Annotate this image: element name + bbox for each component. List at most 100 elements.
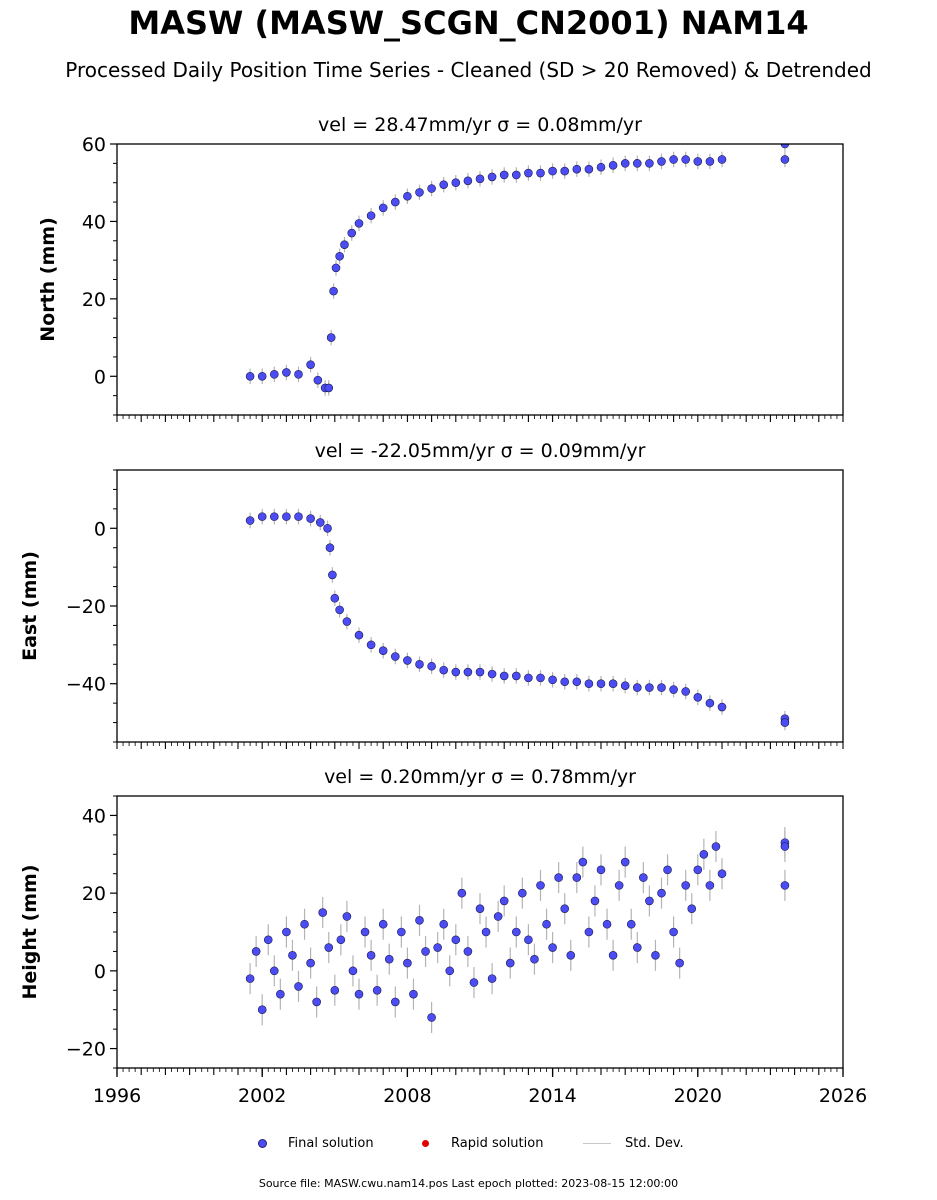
data-point xyxy=(294,370,303,379)
data-point xyxy=(276,989,285,999)
data-point xyxy=(560,166,570,176)
y-tick-label: −20 xyxy=(66,596,106,618)
data-point xyxy=(663,865,672,875)
data-point xyxy=(596,162,606,172)
time-series-chart: vel = 28.47mm/yr σ = 0.08mm/yr North (mm)… xyxy=(19,114,867,1107)
data-point xyxy=(645,159,654,168)
data-point xyxy=(315,518,325,527)
data-point xyxy=(487,669,497,679)
y-tick-label: 0 xyxy=(94,366,106,388)
data-point xyxy=(566,951,576,960)
data-point xyxy=(340,240,349,249)
data-point xyxy=(439,919,449,929)
panel-3: vel = 0.20mm/yr σ = 0.78mm/yr Height (mm)… xyxy=(19,766,867,1107)
data-point xyxy=(572,677,582,687)
data-point xyxy=(511,671,521,681)
data-point xyxy=(445,966,455,976)
y-tick-label: 20 xyxy=(82,883,106,905)
data-point xyxy=(245,974,255,983)
data-point xyxy=(263,935,273,945)
data-point xyxy=(324,943,334,952)
data-point xyxy=(354,989,364,999)
data-point xyxy=(632,943,642,952)
data-point xyxy=(651,951,660,960)
data-point xyxy=(524,935,533,945)
plot-area xyxy=(245,144,790,396)
data-point xyxy=(342,912,352,921)
data-point xyxy=(632,683,642,692)
x-tick-label: 2014 xyxy=(528,1085,576,1107)
data-point xyxy=(590,896,600,906)
data-point xyxy=(330,985,340,995)
data-point xyxy=(693,693,703,702)
x-tick-label: 2008 xyxy=(383,1085,431,1107)
data-point xyxy=(657,683,666,692)
data-point xyxy=(554,873,563,882)
data-point xyxy=(257,1005,267,1015)
data-point xyxy=(257,512,267,521)
data-point xyxy=(499,170,509,180)
data-point xyxy=(469,978,479,987)
axes-frame xyxy=(116,469,844,743)
data-point xyxy=(245,516,255,525)
data-point xyxy=(335,605,344,615)
data-point xyxy=(390,197,400,207)
data-point xyxy=(325,543,335,553)
data-point xyxy=(717,702,727,712)
data-point xyxy=(620,159,630,168)
data-point xyxy=(306,958,315,968)
y-tick-label: −40 xyxy=(66,674,106,696)
data-point xyxy=(306,360,315,369)
data-point xyxy=(282,368,291,377)
data-point xyxy=(451,935,461,945)
data-point xyxy=(403,191,412,201)
data-point xyxy=(780,144,790,149)
data-point xyxy=(475,174,485,184)
data-point xyxy=(536,673,545,683)
data-point xyxy=(306,514,315,523)
data-point xyxy=(378,919,388,929)
data-point xyxy=(427,1013,436,1022)
data-point xyxy=(717,155,727,164)
plot-area xyxy=(245,508,790,731)
data-point xyxy=(536,168,545,178)
data-point xyxy=(511,170,521,180)
data-point xyxy=(687,904,697,913)
figure-title: MASW (MASW_SCGN_CN2001) NAM14 xyxy=(128,4,809,42)
data-point xyxy=(657,157,666,166)
data-point xyxy=(282,927,291,937)
data-point xyxy=(463,947,473,956)
x-tick-label: 2020 xyxy=(674,1085,722,1107)
data-point xyxy=(415,916,424,925)
data-point xyxy=(451,667,461,677)
data-point xyxy=(318,908,328,917)
data-point xyxy=(323,523,332,533)
panel-title: vel = -22.05mm/yr σ = 0.09mm/yr xyxy=(315,440,646,462)
data-point xyxy=(780,155,790,164)
data-point xyxy=(518,888,527,898)
data-point xyxy=(366,640,376,650)
data-point xyxy=(475,667,485,677)
data-point xyxy=(378,203,388,213)
y-tick-label: 60 xyxy=(82,134,106,156)
data-point xyxy=(584,679,594,689)
legend-item-final: Final solution xyxy=(258,1136,374,1151)
data-point xyxy=(245,371,255,381)
data-point xyxy=(421,947,430,956)
data-point xyxy=(548,166,557,176)
data-point xyxy=(524,673,533,683)
panel-2: vel = -22.05mm/yr σ = 0.09mm/yr East (mm)… xyxy=(19,440,844,749)
y-tick-label: −20 xyxy=(66,1039,106,1061)
data-point xyxy=(632,159,642,168)
x-tick-label: 1996 xyxy=(93,1085,141,1107)
data-point xyxy=(439,180,449,189)
data-point xyxy=(330,593,340,603)
data-point xyxy=(415,188,424,197)
data-point xyxy=(360,927,370,937)
data-point xyxy=(645,896,654,906)
data-point xyxy=(584,164,594,174)
data-point xyxy=(572,873,582,882)
data-point xyxy=(780,842,790,851)
data-point xyxy=(348,966,358,976)
data-point xyxy=(705,157,715,166)
